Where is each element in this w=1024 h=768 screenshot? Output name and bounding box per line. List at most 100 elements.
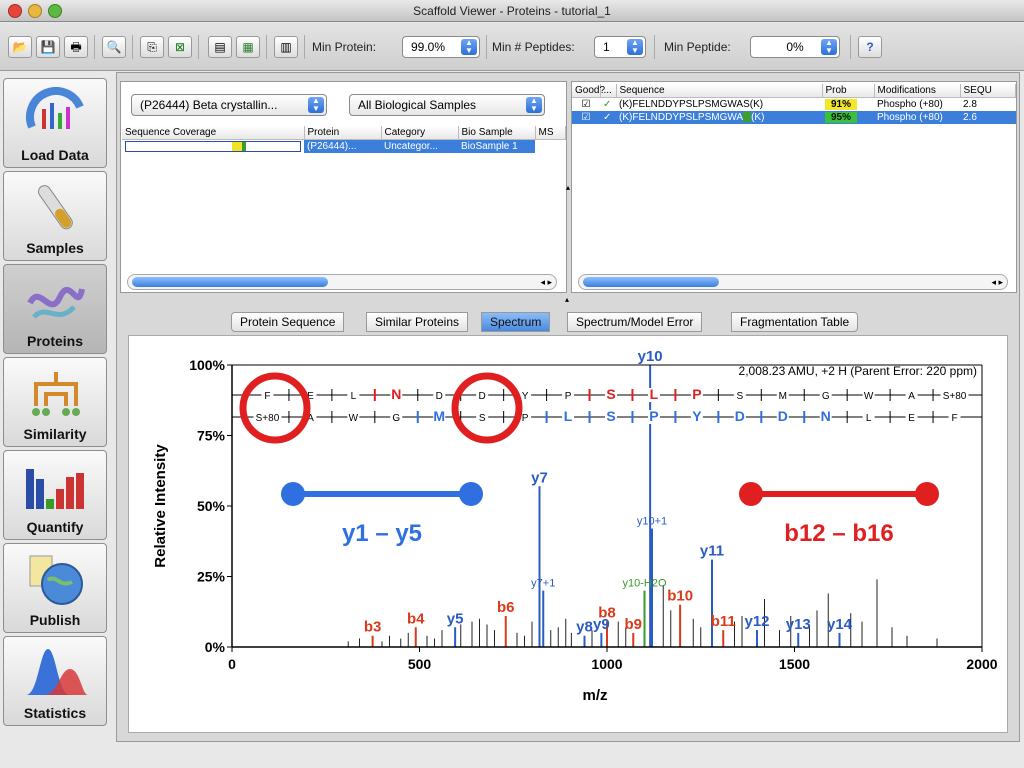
- ladder-residue: S: [479, 413, 486, 424]
- tab-similar-proteins[interactable]: Similar Proteins: [366, 312, 469, 332]
- minimize-window-icon[interactable]: [28, 4, 42, 18]
- protein-panel: (P26444) Beta crystallin... ▲ ▼ All Biolo…: [120, 81, 567, 293]
- copy-icon[interactable]: ⎘: [140, 36, 164, 58]
- ladder-label-bg: [433, 388, 446, 402]
- y-range-label: y1 – y5: [342, 520, 422, 547]
- prob-cell: 95%: [822, 111, 874, 124]
- ladder-residue: A: [307, 413, 314, 424]
- sidebar-item-quantify[interactable]: Quantify: [3, 450, 107, 540]
- column-header[interactable]: Prob: [822, 84, 875, 98]
- min-peptides-select[interactable]: 1 ▲ ▼: [594, 36, 646, 58]
- print-icon[interactable]: 🖶: [64, 36, 88, 58]
- sidebar-item-proteins[interactable]: Proteins: [3, 264, 107, 354]
- ladder-label-bg: [605, 388, 617, 402]
- highlight-circle-middle: [451, 372, 523, 444]
- zoom-window-icon[interactable]: [48, 4, 62, 18]
- min-protein-select[interactable]: 99.0% ▲ ▼: [402, 36, 480, 58]
- ladder-residue: S: [606, 408, 615, 424]
- sidebar-item-publish[interactable]: Publish: [3, 543, 107, 633]
- table-row[interactable]: ☑ ✓ (K)FELNDDYPSLPSMGWA (K) 95% Phospho (…: [572, 111, 1016, 124]
- column-header[interactable]: SEQU: [960, 84, 1016, 98]
- export-excel-icon[interactable]: ⊠: [168, 36, 192, 58]
- peak-label: y12: [744, 613, 769, 630]
- scroll-thumb[interactable]: [132, 277, 328, 287]
- ladder-residue: N: [821, 408, 831, 424]
- ladder-label-bg: [562, 388, 575, 402]
- bar-chart-icon[interactable]: ▥: [274, 36, 298, 58]
- ladder-label-bg: [862, 410, 875, 424]
- sample-select[interactable]: All Biological Samples ▲ ▼: [349, 94, 545, 116]
- table-row[interactable]: ☑ ✓ (K)FELNDDYPSLPSMGWAS(K) 91% Phospho …: [572, 98, 1016, 112]
- ladder-label-bg: [476, 388, 489, 402]
- save-icon[interactable]: 💾: [36, 36, 60, 58]
- column-header[interactable]: Bio Sample: [458, 126, 536, 140]
- stepper-icon[interactable]: ▲ ▼: [461, 39, 477, 55]
- column-header[interactable]: Modifications: [874, 84, 961, 98]
- ladder-residue: S: [606, 386, 615, 402]
- ladder-residue: D: [479, 391, 486, 402]
- column-header[interactable]: MS: [535, 126, 566, 140]
- column-header[interactable]: Good?: [572, 84, 605, 98]
- ladder-label-bg: [253, 410, 282, 424]
- protein-select[interactable]: (P26444) Beta crystallin... ▲ ▼: [131, 94, 327, 116]
- sequence-cell: (K)FELNDDYPSLPSMGWAS(K): [619, 99, 764, 110]
- scroll-arrows-icon[interactable]: ◂ ▸: [540, 277, 552, 287]
- tab-spectrum-model-error[interactable]: Spectrum/Model Error: [567, 312, 703, 332]
- sidebar-item-similarity[interactable]: Similarity: [3, 357, 107, 447]
- min-peptide-select[interactable]: 0% ▲ ▼: [750, 36, 840, 58]
- open-folder-icon[interactable]: 📂: [8, 36, 32, 58]
- sidebar-item-samples[interactable]: Samples: [3, 171, 107, 261]
- table-row[interactable]: (P26444)... Uncategor... BioSample 1: [122, 139, 566, 153]
- ladder-residue: F: [264, 391, 270, 402]
- table-header: Sequence Coverage Protein Category Bio S…: [122, 126, 566, 140]
- column-header[interactable]: ...: [600, 84, 617, 98]
- scroll-thumb[interactable]: [583, 277, 719, 287]
- column-header[interactable]: Protein: [304, 126, 382, 140]
- scroll-arrows-icon[interactable]: ◂ ▸: [991, 277, 1003, 287]
- ladder-residue: E: [307, 391, 314, 402]
- split-handle-icon[interactable]: ▴: [565, 295, 570, 304]
- modifications-cell: Phospho (+80): [874, 111, 960, 124]
- sequence-cell: (K)FELNDDYPSLPSMGWA (K): [616, 111, 822, 124]
- ladder-label-bg: [347, 388, 360, 402]
- horizontal-scrollbar[interactable]: ◂ ▸: [127, 274, 557, 290]
- stepper-icon[interactable]: ▲ ▼: [821, 39, 837, 55]
- coverage-cell: [122, 139, 304, 153]
- good-checkbox[interactable]: ☑: [572, 111, 600, 124]
- x-tick-label: 0: [228, 656, 236, 672]
- peak-label: y14: [827, 616, 853, 633]
- good-checkbox[interactable]: ☑: [581, 99, 591, 110]
- split-handle-icon[interactable]: ▴: [566, 183, 571, 192]
- sidebar-label: Load Data: [21, 147, 89, 163]
- min-peptide-value: 0%: [786, 40, 804, 54]
- column-header[interactable]: Sequence: [616, 84, 823, 98]
- report-icon[interactable]: ▤: [208, 36, 232, 58]
- ladder-label-bg: [690, 388, 703, 402]
- peak-label: y13: [786, 616, 811, 633]
- stepper-icon[interactable]: ▲ ▼: [627, 39, 643, 55]
- spectrum-info: 2,008.23 AMU, +2 H (Parent Error: 220 pp…: [739, 364, 977, 378]
- ladder-residue: Y: [692, 408, 702, 424]
- ladder-label-bg: [562, 410, 575, 424]
- sidebar-item-load-data[interactable]: Load Data: [3, 78, 107, 168]
- inspect-icon[interactable]: 🔍: [102, 36, 126, 58]
- title-bar: Scaffold Viewer - Proteins - tutorial_1: [0, 0, 1024, 22]
- peptide-table: Good? ... Sequence Prob Modifications SE…: [572, 84, 1016, 124]
- ladder-residue: E: [908, 413, 915, 424]
- tab-fragmentation-table[interactable]: Fragmentation Table: [731, 312, 859, 332]
- ladder-residue: N: [391, 386, 401, 402]
- column-header[interactable]: Category: [381, 126, 459, 140]
- ms-table-icon[interactable]: ▦: [236, 36, 260, 58]
- horizontal-scrollbar[interactable]: ◂ ▸: [578, 274, 1008, 290]
- close-window-icon[interactable]: [8, 4, 22, 18]
- column-header[interactable]: Sequence Coverage: [122, 126, 305, 140]
- sidebar-item-statistics[interactable]: Statistics: [3, 636, 107, 726]
- tree-icon: [32, 372, 80, 416]
- tab-protein-sequence[interactable]: Protein Sequence: [231, 312, 345, 332]
- ladder-residue: G: [822, 391, 830, 402]
- ladder-label-bg: [390, 410, 403, 424]
- sequence-tail: (K): [751, 112, 765, 123]
- help-icon[interactable]: ?: [858, 36, 882, 58]
- tab-spectrum[interactable]: Spectrum: [481, 312, 551, 332]
